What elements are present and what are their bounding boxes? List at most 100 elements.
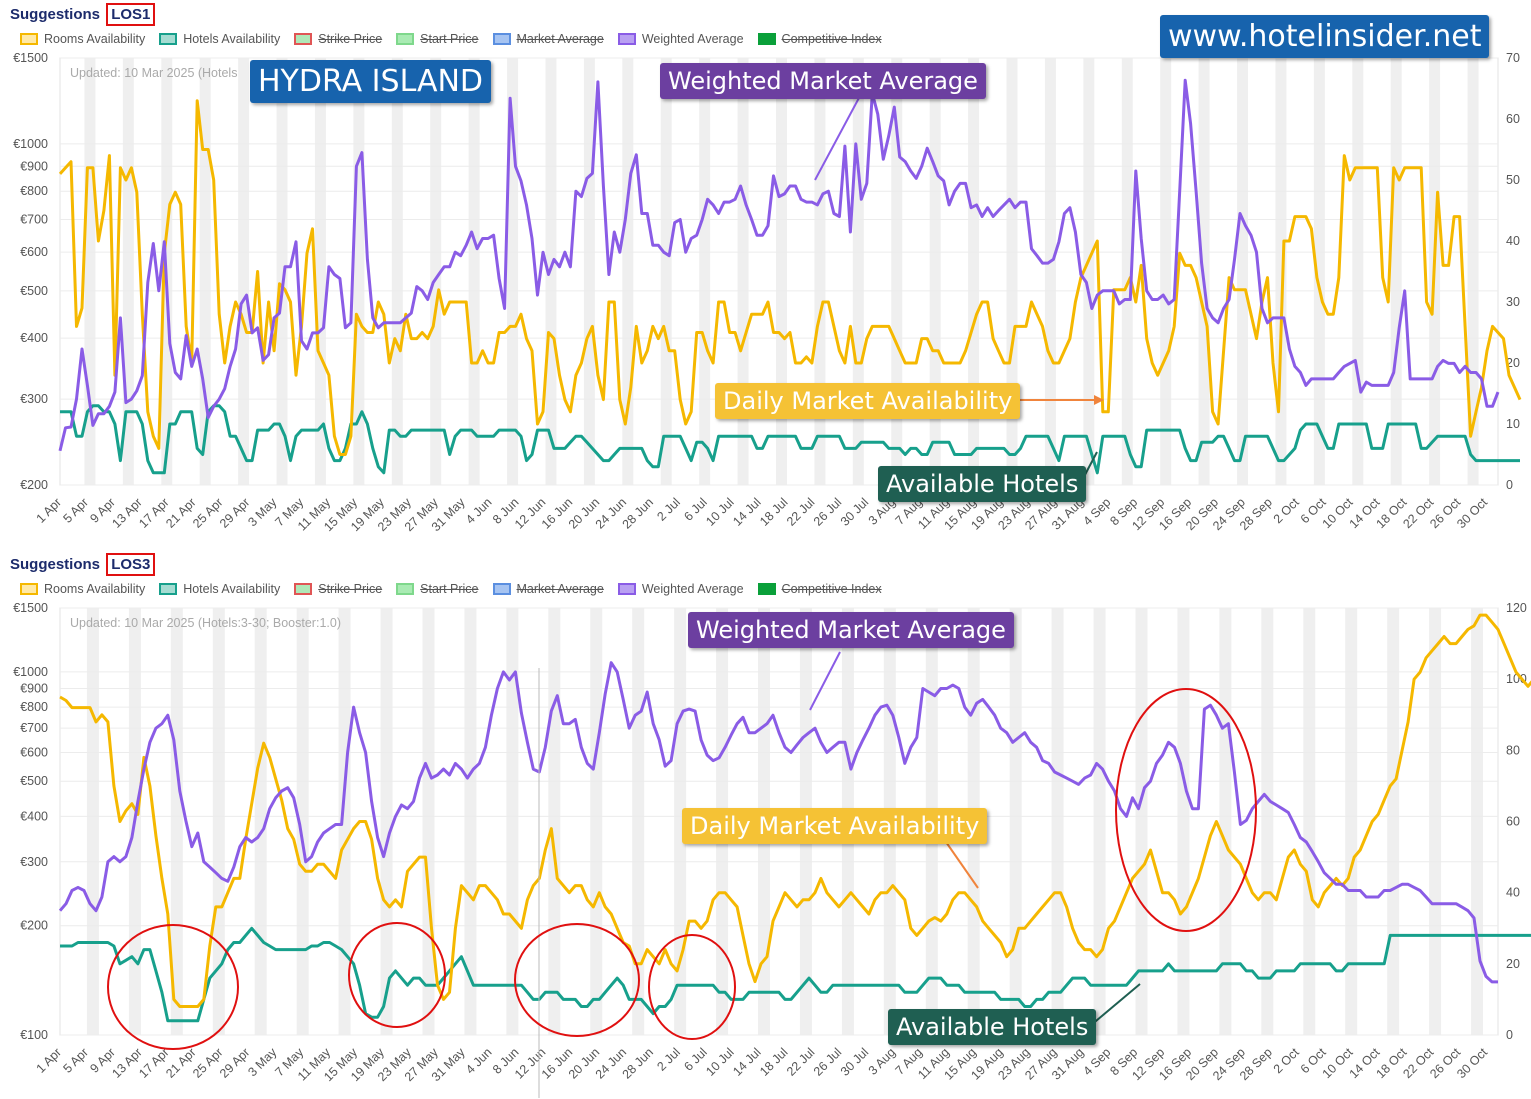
legend-item-competitive-index[interactable]: Competitive Index (757, 582, 882, 596)
x-tick-label: 4 Sep (1080, 1045, 1113, 1078)
legend-swatch (617, 33, 636, 45)
x-tick-label: 29 Apr (217, 1045, 252, 1080)
weekend-band (254, 608, 267, 1035)
weekend-band (86, 608, 99, 1035)
legend-item-rooms-availability[interactable]: Rooms Availability (20, 582, 145, 596)
legend-item-strike-price[interactable]: Strike Price (294, 32, 382, 46)
legend-swatch (294, 33, 313, 45)
legend-swatch (20, 583, 38, 595)
weekend-band (1471, 608, 1484, 1035)
legend-swatch (757, 583, 776, 595)
x-tick-label: 22 Jul (784, 1045, 817, 1078)
weekend-band (84, 58, 96, 485)
x-tick-label: 28 Jun (620, 1045, 656, 1081)
highlight-circle (514, 923, 640, 1037)
weekend-band (314, 58, 326, 485)
x-tick-label: 4 Jun (463, 495, 495, 527)
weekend-band (622, 58, 634, 485)
x-tick-label: 5 Apr (60, 495, 91, 526)
legend-label: Rooms Availability (44, 32, 146, 46)
weekend-band (238, 58, 250, 485)
legend-label: Competitive Index (781, 582, 882, 596)
weekend-band (1467, 58, 1479, 485)
series-line-hotels-availability (60, 926, 1531, 1023)
weekend-bands (84, 58, 1479, 485)
weekend-band (814, 58, 826, 485)
y-left-tick: €1000 (13, 665, 48, 679)
y-left-tick: €400 (20, 809, 48, 823)
weekend-band (212, 608, 225, 1035)
y-left-tick: €700 (20, 213, 48, 227)
x-tick-label: 28 Jun (620, 495, 656, 531)
x-tick-label: 18 Jul (757, 495, 790, 528)
weekend-band (1009, 608, 1022, 1035)
x-tick-label: 1 Apr (34, 1045, 65, 1076)
legend-label: Market Average (516, 582, 604, 596)
arrow-head (1094, 395, 1104, 405)
weekend-band (199, 58, 211, 485)
weekend-band (929, 58, 941, 485)
weekend-band (548, 608, 561, 1035)
weekend-band (852, 58, 864, 485)
weekend-band (891, 58, 903, 485)
y-right-tick: 0 (1506, 478, 1513, 492)
x-tick-label: 10 Jul (703, 1045, 736, 1078)
weekend-band (1044, 58, 1056, 485)
x-tick-label: 30 Jul (838, 495, 871, 528)
panel-title: Suggestions LOS1 (10, 3, 156, 26)
legend-item-hotels-availability[interactable]: Hotels Availability (159, 582, 280, 596)
x-tick-label: 2 Jul (654, 1045, 683, 1074)
y-right-tick: 40 (1506, 886, 1520, 900)
legend-label: Start Price (420, 582, 479, 596)
y-left-tick: €1500 (13, 601, 48, 615)
weighted-market-average-callout: Weighted Market Average (660, 63, 986, 99)
highlight-circle (1115, 688, 1257, 932)
x-tick-label: 22 Jul (784, 495, 817, 528)
highlight-circle (648, 934, 736, 1040)
y-left-tick: €300 (20, 855, 48, 869)
location-badge: HYDRA ISLAND (250, 60, 492, 103)
legend-item-weighted-average[interactable]: Weighted Average (617, 582, 744, 596)
y-right-tick: 60 (1506, 815, 1520, 829)
x-tick-label: 2 Oct (1271, 1045, 1302, 1076)
legend-item-market-average[interactable]: Market Average (492, 582, 604, 596)
legend-item-start-price[interactable]: Start Price (396, 582, 479, 596)
x-tick-label: 5 Apr (60, 1045, 91, 1076)
x-tick-label: 2 Jul (654, 495, 683, 524)
y-left-tick: €200 (20, 478, 48, 492)
legend-swatch (396, 33, 415, 45)
legend-item-market-average[interactable]: Market Average (492, 32, 604, 46)
legend-item-competitive-index[interactable]: Competitive Index (757, 32, 882, 46)
weekend-band (1261, 608, 1274, 1035)
legend: Rooms Availability Hotels Availability Str… (20, 582, 882, 596)
y-left-tick: €300 (20, 392, 48, 406)
weekend-band (296, 608, 309, 1035)
legend-item-rooms-availability[interactable]: Rooms Availability (20, 32, 145, 46)
legend-swatch (159, 33, 178, 45)
weekend-band (1303, 608, 1316, 1035)
x-tick-label: 2 Oct (1271, 495, 1302, 526)
weekend-band (1051, 608, 1064, 1035)
legend-swatch (159, 583, 178, 595)
legend-item-start-price[interactable]: Start Price (396, 32, 479, 46)
weekend-band (506, 608, 519, 1035)
y-right-tick: 20 (1506, 957, 1520, 971)
legend-item-hotels-availability[interactable]: Hotels Availability (159, 32, 280, 46)
weekend-band (391, 58, 403, 485)
x-tick-label: 3 Aug (866, 1045, 899, 1078)
legend-item-strike-price[interactable]: Strike Price (294, 582, 382, 596)
updated-note: Updated: 10 Mar 2025 (Hotels:3-30; Boost… (70, 616, 341, 630)
weekend-band (1345, 608, 1358, 1035)
weekend-band (776, 58, 787, 485)
panel-title: Suggestions LOS3 (10, 553, 156, 576)
title-prefix: Suggestions (10, 6, 101, 23)
weekend-band (1121, 58, 1133, 485)
legend-item-weighted-average[interactable]: Weighted Average (617, 32, 744, 46)
y-right-tick: 60 (1506, 112, 1520, 126)
legend-label: Market Average (516, 32, 604, 46)
arrow-daily (945, 841, 979, 889)
weekend-band (699, 58, 711, 485)
weekend-band (1160, 58, 1172, 485)
y-left-tick: €600 (20, 745, 48, 759)
x-tick-label: 18 Jul (757, 1045, 790, 1078)
